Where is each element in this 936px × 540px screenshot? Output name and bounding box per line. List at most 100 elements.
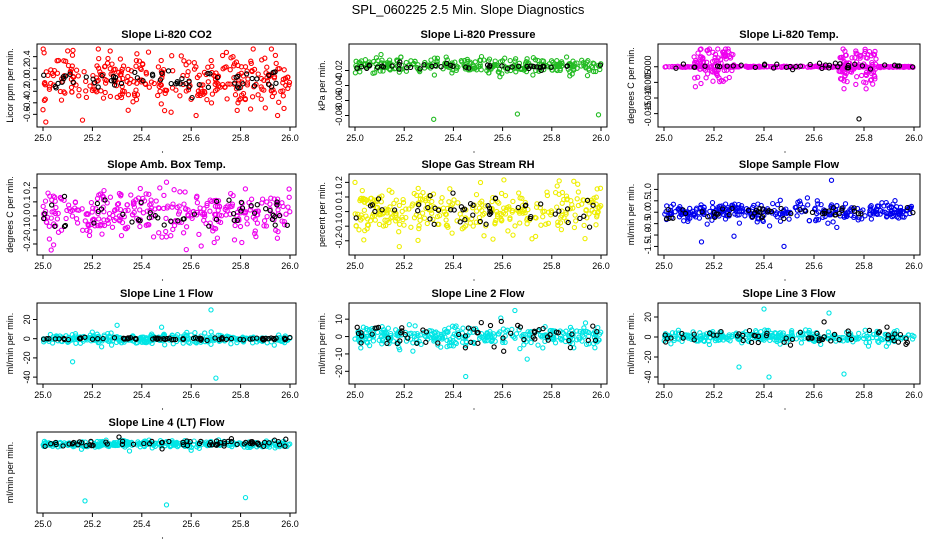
data-point [40,46,46,52]
data-point [122,208,128,214]
data-point [496,331,502,337]
data-point [501,348,507,354]
y-tick-label: 0 [22,336,32,341]
data-point [692,84,699,90]
data-point [54,70,61,76]
data-point [87,442,93,448]
data-point [272,222,278,228]
data-point [415,185,421,192]
data-point [396,221,403,227]
data-point [446,199,452,205]
plot-frame [36,173,297,256]
data-point [58,227,65,233]
data-point [118,80,125,87]
data-point [561,196,567,203]
data-point [570,205,576,211]
data-point [125,73,131,80]
data-point [384,210,390,216]
data-point [435,221,441,227]
data-point [428,207,434,213]
data-point [903,341,909,347]
data-point [276,99,282,105]
data-point [805,335,811,341]
data-point [231,217,237,223]
data-point [206,223,212,229]
data-point [42,208,49,215]
data-point [125,207,131,213]
x-tick-label: 25.0 [655,390,673,400]
data-point [42,443,48,449]
data-point [265,336,272,342]
data-point [429,198,435,205]
data-point [271,342,277,348]
data-point [412,323,418,329]
data-point [532,329,538,336]
data-point [501,177,507,183]
data-point [96,216,102,222]
data-point [231,237,238,243]
data-point [903,208,909,214]
data-point [267,207,273,214]
data-point [183,80,189,87]
data-point [208,57,214,64]
data-point [670,215,676,221]
x-tick-label: 25.4 [445,390,463,400]
x-tick-label: 25.6 [805,133,823,143]
data-point [193,194,200,201]
data-point [846,331,852,337]
data-point [116,434,122,440]
data-point [714,63,721,69]
data-point [666,64,672,70]
data-point [592,345,598,351]
data-point [819,65,825,72]
data-point [564,196,570,203]
data-point [119,441,126,448]
data-point [114,201,121,208]
data-point [884,324,890,330]
data-point [83,78,89,85]
y-axis-label: percent per min. [317,182,327,247]
data-point [353,223,359,229]
data-point [120,211,126,217]
data-point [228,341,234,347]
y-tick-label: -0.2 [334,233,344,249]
data-point [907,205,913,211]
data-point [467,220,473,226]
data-point [137,223,143,230]
data-point [131,79,137,85]
data-point [261,87,267,93]
data-point [556,191,562,197]
data-point [370,338,377,344]
data-point [760,336,766,342]
data-point [97,223,104,229]
data-point [487,208,493,215]
data-point [163,234,170,240]
series-subset [673,60,916,122]
data-point [478,67,484,73]
data-point [158,324,165,330]
data-point [460,325,466,331]
data-point [46,223,52,229]
data-point [544,189,550,195]
data-point [114,322,120,328]
data-point [663,216,670,222]
data-point [61,336,68,343]
data-point [589,207,595,213]
data-point [168,219,175,225]
data-point [768,208,775,215]
data-point [449,70,455,76]
data-point [736,364,742,370]
data-point [854,205,861,212]
data-point [111,335,118,341]
data-point [439,195,445,201]
data-point [517,220,523,226]
data-point [55,57,62,64]
data-point [67,71,73,77]
panel-title: Slope Line 3 Flow [743,288,836,300]
x-tick-label: 26.0 [592,390,610,400]
y-tick-label: -0.04 [334,75,344,96]
data-point [536,327,542,333]
data-point [573,218,579,224]
data-point [839,66,846,72]
data-point [380,329,386,336]
